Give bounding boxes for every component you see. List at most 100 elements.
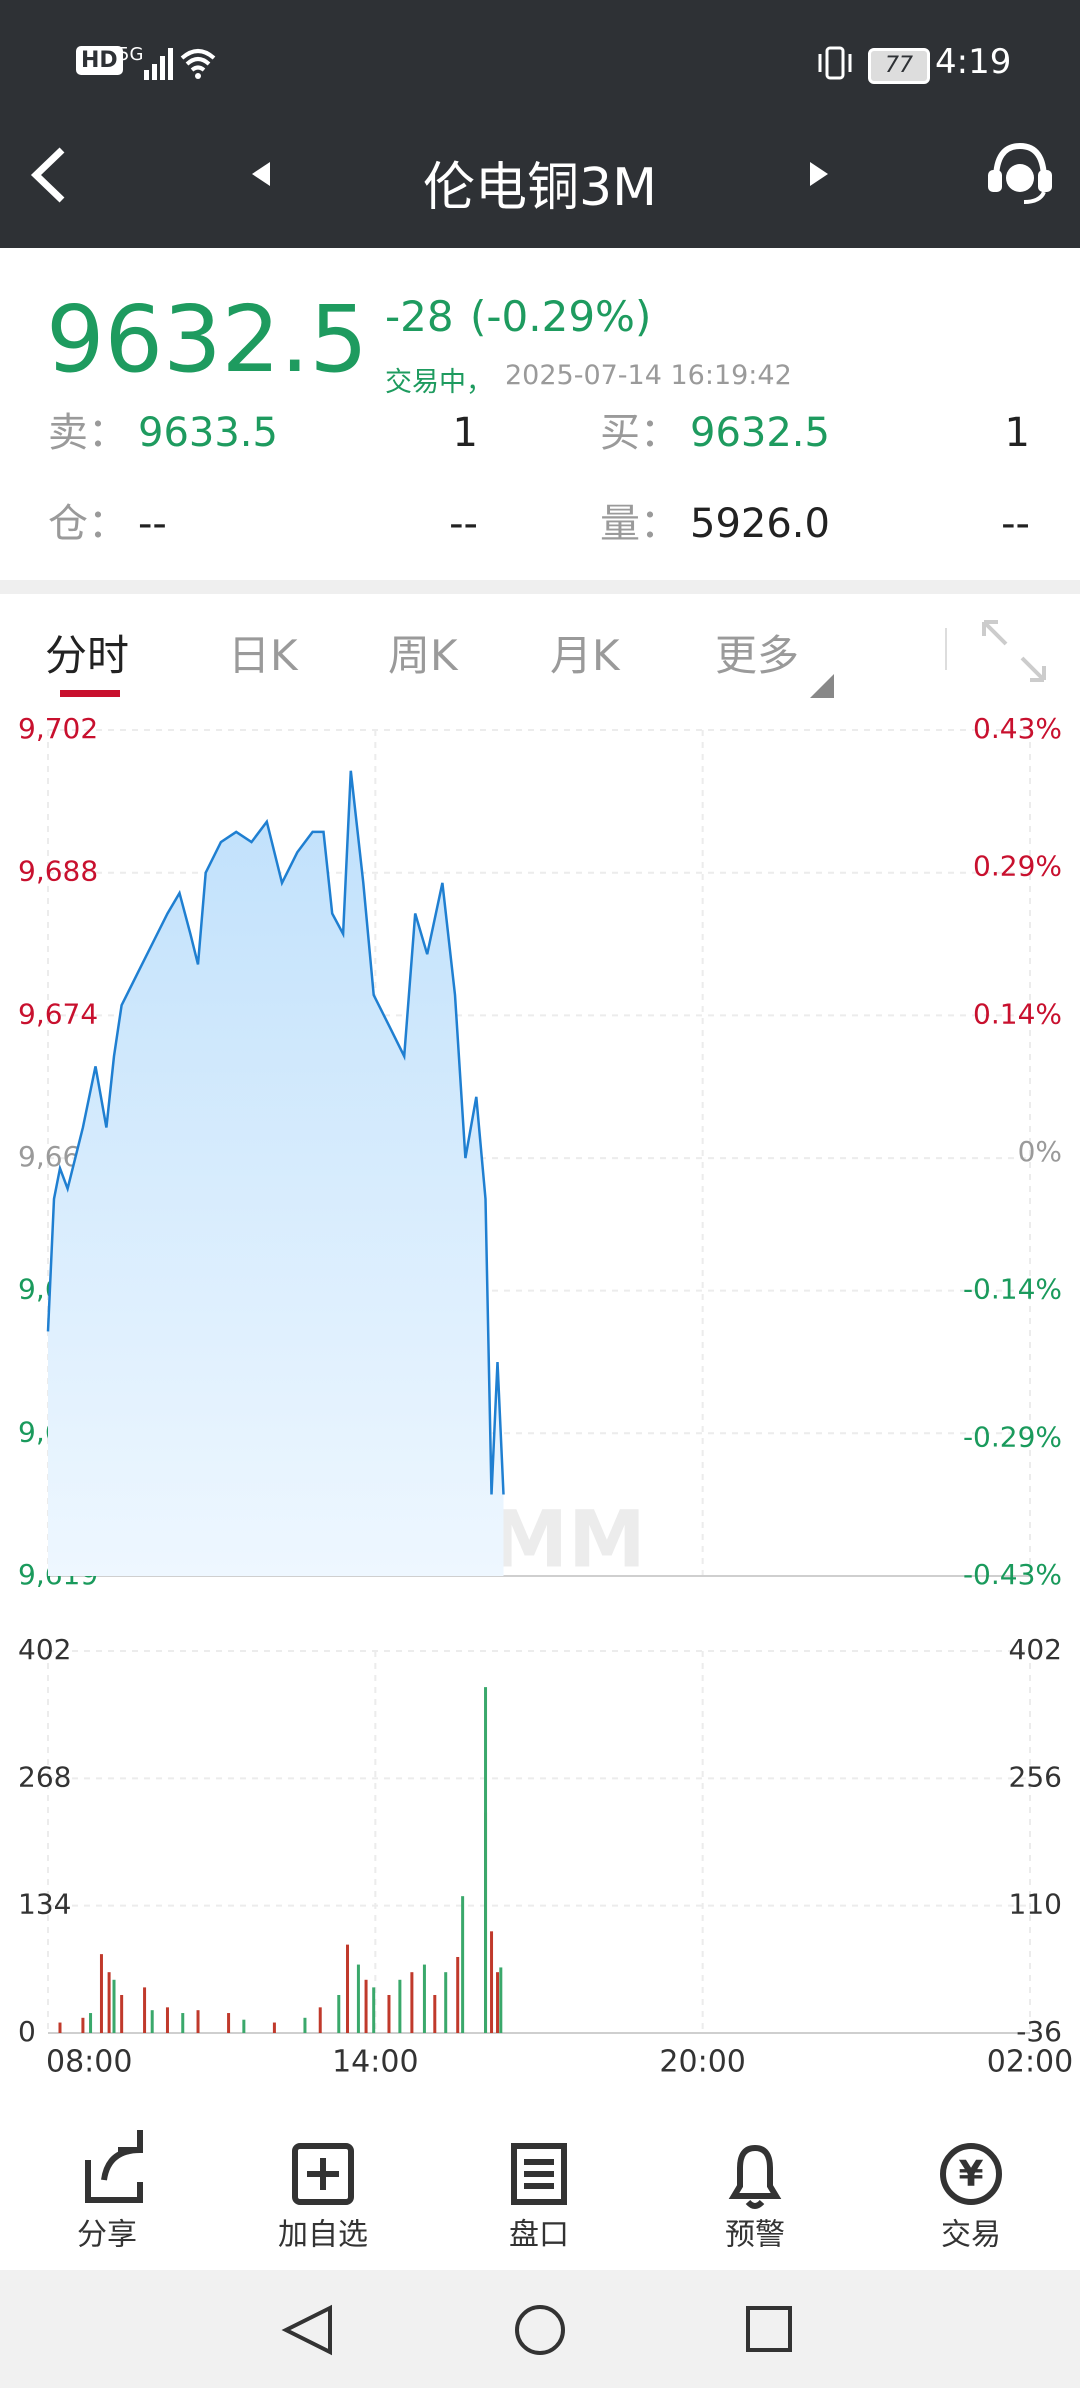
watch-icon[interactable] bbox=[292, 2143, 354, 2205]
volume-bar bbox=[410, 1972, 414, 2033]
oi-change: -- bbox=[449, 501, 478, 547]
volume-bar bbox=[499, 1967, 503, 2033]
back-button[interactable] bbox=[30, 147, 65, 203]
volume-bar bbox=[227, 2013, 231, 2033]
y-tick-label: 0 bbox=[18, 2015, 36, 2048]
x-tick-label: 02:00 bbox=[987, 2045, 1073, 2080]
network-label: 5G bbox=[118, 44, 144, 65]
volume-bar bbox=[496, 1972, 500, 2033]
nav-label[interactable]: 预警 bbox=[725, 2218, 785, 2253]
volume-bar bbox=[120, 1994, 124, 2033]
more-triangle bbox=[810, 674, 834, 698]
tab[interactable]: 周K bbox=[388, 631, 458, 680]
top-bar: HD 5G 77 4:19 伦电铜3M bbox=[0, 0, 1080, 248]
volume-bar bbox=[372, 1987, 376, 2033]
tab[interactable]: 更多 bbox=[715, 631, 800, 680]
y-tick-label: 9,702 bbox=[18, 712, 98, 745]
signal-wifi-icons bbox=[144, 48, 216, 80]
y2-tick-label: 110 bbox=[1009, 1888, 1062, 1921]
volume-bar bbox=[143, 1987, 147, 2033]
tab-active[interactable]: 分时 bbox=[45, 631, 130, 680]
prev-button[interactable] bbox=[252, 162, 270, 186]
volume-bar bbox=[165, 2007, 169, 2033]
volume-bar bbox=[433, 1994, 437, 2033]
y-tick-label: 268 bbox=[18, 1760, 71, 1793]
volume-bar bbox=[337, 1994, 341, 2033]
y2-tick-label: -36 bbox=[1016, 2015, 1062, 2048]
volume-bar bbox=[387, 1994, 391, 2033]
volume-bar bbox=[150, 2010, 154, 2033]
volume-bar bbox=[346, 1944, 350, 2033]
tab-icons bbox=[810, 620, 1046, 698]
header-title: 伦电铜3M bbox=[423, 158, 657, 218]
ask-price: 9633.5 bbox=[138, 410, 278, 456]
system-nav bbox=[0, 2270, 1080, 2388]
y2-tick-label: 0.43% bbox=[973, 712, 1062, 745]
system-recents[interactable] bbox=[746, 2306, 792, 2352]
service-button[interactable] bbox=[988, 142, 1052, 204]
y2-tick-label: 402 bbox=[1009, 1633, 1062, 1666]
system-back[interactable] bbox=[281, 2304, 332, 2356]
volume-bar bbox=[490, 1931, 494, 2033]
volume-bar bbox=[444, 1972, 448, 2033]
nav-label[interactable]: 交易 bbox=[941, 2218, 1001, 2253]
ask-label: 卖： bbox=[48, 410, 128, 456]
charts: SMM 9,6199,6339,6479,6609,6749,6889,702-… bbox=[18, 712, 1073, 2080]
last-price: 9632.5 bbox=[46, 286, 368, 393]
y-tick-label: 9,688 bbox=[18, 855, 98, 888]
volume-bar bbox=[356, 1964, 360, 2033]
bottom-nav-icons: ¥ 分享 加自选 盘口 预警 交易 bbox=[77, 2130, 1002, 2253]
volume-bar bbox=[303, 2017, 307, 2033]
tab[interactable]: 日K bbox=[228, 631, 298, 680]
volume-bar bbox=[461, 1896, 465, 2033]
oi-label: 仓： bbox=[48, 501, 128, 547]
fullscreen-button[interactable] bbox=[982, 620, 1046, 682]
nav-label[interactable]: 加自选 bbox=[278, 2218, 368, 2253]
y-tick-label: 402 bbox=[18, 1633, 71, 1666]
y2-tick-label: 256 bbox=[1009, 1760, 1062, 1793]
volume-bar bbox=[272, 2022, 276, 2033]
bid-size: 1 bbox=[1004, 410, 1030, 456]
price-line bbox=[46, 770, 505, 1495]
y2-tick-label: -0.14% bbox=[963, 1273, 1062, 1306]
y-tick-label: 134 bbox=[18, 1888, 71, 1921]
share-icon[interactable] bbox=[85, 2130, 143, 2203]
volume-bar bbox=[398, 1979, 402, 2033]
volume-bar bbox=[364, 1979, 368, 2033]
next-button[interactable] bbox=[810, 162, 828, 186]
system-home[interactable] bbox=[515, 2305, 565, 2355]
bid-label: 买： bbox=[600, 410, 680, 456]
volume-value: 5926.0 bbox=[690, 501, 830, 547]
separator bbox=[0, 580, 1080, 594]
tab[interactable]: 月K bbox=[550, 631, 620, 680]
volume-bar bbox=[99, 1954, 103, 2033]
volume-bar bbox=[181, 2013, 185, 2033]
quote-time: 2025-07-14 16:19:42 bbox=[505, 360, 792, 391]
volume-label: 量： bbox=[600, 501, 680, 547]
trade-icon-glyph: ¥ bbox=[958, 2154, 983, 2195]
y2-tick-label: 0% bbox=[1018, 1135, 1062, 1168]
tab-underline bbox=[60, 690, 120, 697]
y-tick-label: 9,674 bbox=[18, 997, 98, 1030]
ask-size: 1 bbox=[452, 410, 478, 456]
volume-bar bbox=[58, 2022, 62, 2033]
volume-bar bbox=[196, 2010, 200, 2033]
y2-tick-label: -0.29% bbox=[963, 1420, 1062, 1453]
trade-icon[interactable] bbox=[940, 2143, 1002, 2205]
book-icon[interactable] bbox=[511, 2143, 567, 2205]
nav-label[interactable]: 盘口 bbox=[509, 2218, 569, 2253]
volume-bar bbox=[456, 1956, 460, 2033]
price-area bbox=[48, 770, 504, 1576]
header-icons bbox=[30, 142, 1052, 204]
alert-icon[interactable] bbox=[728, 2144, 782, 2209]
oi-value: -- bbox=[138, 501, 167, 547]
x-tick-label: 20:00 bbox=[659, 2045, 745, 2080]
y2-tick-label: 0.14% bbox=[973, 997, 1062, 1030]
x-tick-label: 14:00 bbox=[332, 2045, 418, 2080]
hd-badge: HD bbox=[76, 46, 123, 75]
price-change: -28 bbox=[385, 292, 454, 341]
volume-bar bbox=[242, 2019, 246, 2033]
nav-label[interactable]: 分享 bbox=[77, 2218, 137, 2253]
